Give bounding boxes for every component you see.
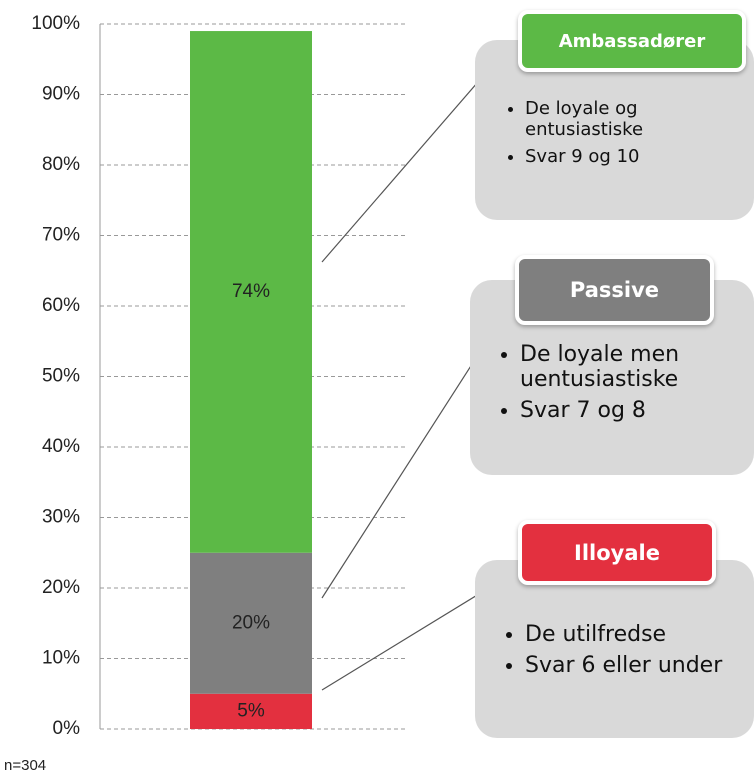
y-tick-label: 80%	[42, 154, 80, 175]
bar-segment	[190, 31, 312, 553]
data-label: 20%	[232, 612, 270, 633]
bullet: De loyale og entusiastiske	[525, 98, 734, 140]
bullet-list: De loyale og entusiastiske Svar 9 og 10	[503, 98, 734, 167]
bullet-list: De loyale men uentusiastiske Svar 7 og 8	[498, 342, 734, 423]
bar-segment	[190, 693, 312, 729]
y-tick-label: 0%	[53, 718, 81, 739]
y-tick-label: 30%	[42, 507, 80, 528]
y-tick-label: 20%	[42, 577, 80, 598]
bullet: Svar 9 og 10	[525, 146, 734, 167]
bullet: De utilfredse	[525, 622, 734, 647]
note: n=304	[4, 757, 46, 774]
y-tick-label: 100%	[31, 13, 80, 34]
callout-header: Passive	[515, 255, 714, 325]
bar-segment	[190, 552, 312, 694]
y-tick-label: 60%	[42, 295, 80, 316]
y-tick-label: 40%	[42, 436, 80, 457]
y-tick-label: 90%	[42, 84, 80, 105]
y-tick-label: 10%	[42, 648, 80, 669]
callout-header: Ambassadører	[518, 10, 746, 72]
plot: 0% 10% 20% 30% 40% 50% 60% 70% 80% 90% 100% 5% 20% 74…	[31, 13, 405, 739]
callout-box: De utilfredse Svar 6 eller under	[475, 560, 754, 738]
bullet: Svar 6 eller under	[525, 653, 734, 678]
data-label: 74%	[232, 281, 270, 302]
bullet-list: De utilfredse Svar 6 eller under	[503, 622, 734, 678]
bullet: Svar 7 og 8	[520, 398, 734, 423]
data-label: 5%	[237, 700, 265, 721]
y-tick-label: 70%	[42, 225, 80, 246]
y-tick-label: 50%	[42, 366, 80, 387]
callout-header: Illoyale	[518, 520, 716, 585]
bullet: De loyale men uentusiastiske	[520, 342, 734, 392]
